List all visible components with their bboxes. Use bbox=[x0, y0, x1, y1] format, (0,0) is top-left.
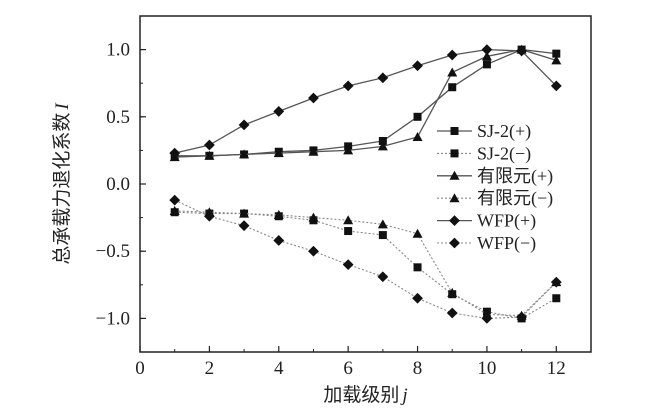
data-point bbox=[169, 147, 181, 159]
series-4 bbox=[169, 44, 562, 159]
data-point bbox=[481, 51, 492, 61]
legend-label: WFP(+) bbox=[477, 211, 536, 232]
data-point bbox=[342, 259, 354, 271]
data-point bbox=[412, 60, 423, 72]
legend-item-3: 有限元(−) bbox=[437, 188, 553, 209]
data-point bbox=[516, 45, 528, 57]
data-point bbox=[447, 287, 458, 297]
data-point bbox=[447, 67, 458, 77]
data-point bbox=[551, 55, 562, 65]
legend-label: SJ-2(+) bbox=[477, 121, 531, 142]
data-point bbox=[413, 263, 422, 272]
data-point bbox=[516, 311, 528, 323]
legend-label: 有限元(−) bbox=[477, 188, 553, 209]
data-point bbox=[377, 271, 389, 283]
data-point bbox=[448, 83, 457, 92]
x-tick-label: 6 bbox=[343, 358, 353, 379]
legend-marker bbox=[449, 193, 460, 203]
data-point bbox=[446, 49, 458, 61]
data-point bbox=[481, 44, 493, 55]
x-tick-label: 4 bbox=[274, 358, 284, 379]
data-point bbox=[378, 231, 387, 240]
y-tick-label: −1.0 bbox=[96, 308, 130, 329]
data-point bbox=[308, 245, 319, 257]
legend-marker bbox=[450, 149, 459, 158]
data-point bbox=[169, 194, 181, 206]
data-point bbox=[308, 146, 319, 156]
data-point bbox=[273, 209, 284, 219]
data-point bbox=[343, 145, 354, 155]
data-point bbox=[343, 215, 354, 225]
legend-label: WFP(−) bbox=[477, 233, 536, 254]
data-point bbox=[378, 136, 387, 145]
legend-marker bbox=[450, 127, 459, 135]
data-point bbox=[482, 60, 491, 69]
x-tick-label: 12 bbox=[547, 358, 566, 379]
series-line bbox=[174, 48, 557, 158]
data-point bbox=[377, 141, 388, 151]
data-point bbox=[344, 227, 353, 236]
legend-item-5: WFP(−) bbox=[437, 233, 536, 254]
legend-marker bbox=[449, 215, 460, 226]
legend-item-0: SJ-2(+) bbox=[437, 121, 531, 142]
data-point bbox=[204, 150, 215, 160]
data-point bbox=[273, 148, 284, 158]
legend-item-4: WFP(+) bbox=[437, 211, 536, 232]
x-tick-label: 8 bbox=[413, 358, 423, 379]
data-point bbox=[238, 119, 250, 131]
legend-item-2: 有限元(+) bbox=[437, 166, 553, 187]
y-axis-label: 总承载力退化系数I bbox=[51, 102, 73, 265]
data-point bbox=[239, 149, 250, 159]
data-point bbox=[412, 292, 423, 304]
data-point bbox=[203, 210, 215, 222]
series-line bbox=[174, 199, 557, 319]
data-point bbox=[377, 72, 389, 84]
legend-label: SJ-2(−) bbox=[477, 143, 531, 164]
series-line bbox=[174, 211, 557, 319]
data-point bbox=[203, 139, 215, 151]
data-point bbox=[412, 228, 423, 238]
x-tick-label: 0 bbox=[135, 358, 145, 379]
y-tick-label: −0.5 bbox=[96, 241, 130, 262]
data-point bbox=[413, 112, 422, 121]
data-point bbox=[446, 307, 458, 319]
data-point bbox=[377, 219, 388, 229]
x-axis-label: 加载级别 j bbox=[323, 384, 407, 406]
data-point bbox=[308, 212, 319, 222]
data-point bbox=[552, 49, 561, 58]
legend-marker bbox=[449, 170, 460, 180]
data-point bbox=[412, 131, 423, 141]
data-point bbox=[550, 276, 562, 288]
data-point bbox=[342, 80, 354, 92]
y-tick-label: 0.0 bbox=[106, 174, 130, 195]
data-point bbox=[239, 208, 250, 218]
x-tick-label: 10 bbox=[477, 358, 496, 379]
data-point bbox=[169, 205, 180, 215]
data-point bbox=[238, 220, 250, 232]
y-tick-label: 1.0 bbox=[106, 40, 130, 61]
data-point bbox=[273, 235, 285, 246]
data-point bbox=[273, 106, 285, 117]
data-point bbox=[550, 80, 562, 92]
series-5 bbox=[169, 194, 562, 324]
data-point bbox=[552, 294, 561, 303]
x-tick-label: 2 bbox=[205, 358, 215, 379]
legend-label: 有限元(+) bbox=[477, 166, 553, 187]
legend-marker bbox=[449, 237, 460, 249]
series-line bbox=[174, 48, 557, 154]
data-point bbox=[481, 313, 493, 324]
legend-item-1: SJ-2(−) bbox=[437, 143, 531, 164]
y-tick-label: 0.5 bbox=[106, 107, 130, 128]
data-point bbox=[308, 92, 319, 104]
